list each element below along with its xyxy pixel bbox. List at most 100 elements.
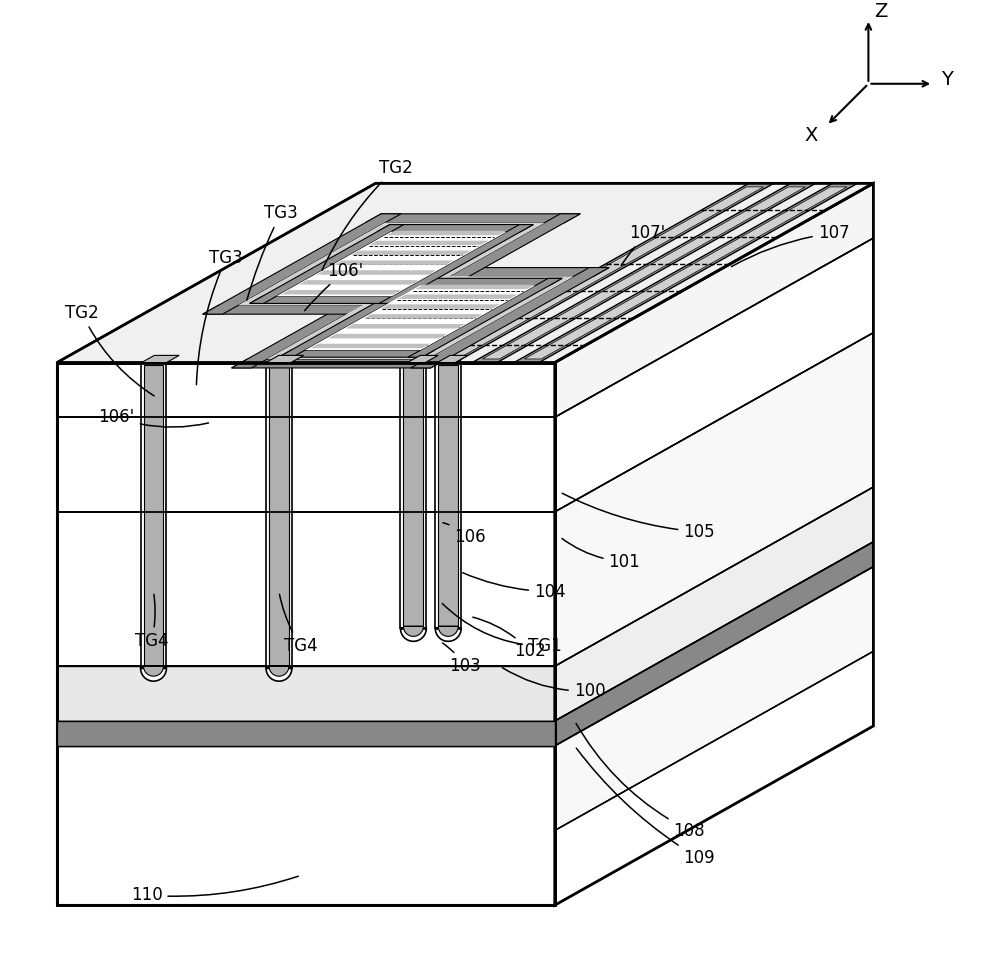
Polygon shape — [267, 357, 430, 359]
Polygon shape — [422, 278, 570, 357]
Polygon shape — [377, 224, 533, 232]
Text: 100: 100 — [502, 668, 605, 700]
Polygon shape — [411, 277, 573, 278]
Polygon shape — [416, 285, 535, 289]
Text: Y: Y — [941, 71, 953, 89]
Polygon shape — [317, 270, 436, 275]
Polygon shape — [555, 566, 873, 831]
Text: TG3: TG3 — [196, 249, 243, 385]
Polygon shape — [328, 334, 447, 338]
Polygon shape — [279, 278, 433, 357]
Polygon shape — [232, 267, 430, 368]
Text: 110: 110 — [131, 877, 298, 904]
Polygon shape — [57, 667, 555, 721]
Polygon shape — [363, 314, 482, 319]
Polygon shape — [57, 721, 555, 746]
Polygon shape — [345, 324, 465, 329]
Text: TG4: TG4 — [135, 594, 168, 650]
Polygon shape — [334, 261, 454, 265]
Polygon shape — [352, 250, 471, 255]
Polygon shape — [239, 304, 401, 306]
Text: 104: 104 — [463, 573, 566, 601]
Text: TG2: TG2 — [65, 304, 154, 396]
Polygon shape — [524, 187, 847, 359]
Polygon shape — [381, 305, 500, 308]
Polygon shape — [555, 238, 873, 512]
Polygon shape — [141, 363, 166, 668]
Polygon shape — [408, 278, 562, 357]
Polygon shape — [203, 306, 418, 314]
Polygon shape — [438, 626, 458, 636]
Polygon shape — [438, 365, 458, 626]
Polygon shape — [514, 183, 857, 363]
Polygon shape — [435, 363, 461, 628]
Polygon shape — [271, 278, 419, 357]
Polygon shape — [282, 290, 401, 294]
Text: 106: 106 — [443, 522, 486, 546]
Polygon shape — [555, 487, 873, 721]
Polygon shape — [403, 365, 423, 626]
Polygon shape — [406, 278, 562, 286]
Text: TG1: TG1 — [442, 604, 562, 655]
Polygon shape — [405, 354, 460, 363]
Text: 103: 103 — [443, 643, 481, 675]
Polygon shape — [555, 541, 873, 746]
Polygon shape — [57, 721, 555, 746]
Text: TG3: TG3 — [247, 204, 298, 300]
Text: 105: 105 — [562, 494, 715, 541]
Polygon shape — [555, 183, 873, 417]
Polygon shape — [472, 183, 816, 363]
Polygon shape — [144, 667, 163, 676]
Polygon shape — [142, 355, 179, 363]
Polygon shape — [269, 667, 289, 676]
Text: 108: 108 — [576, 724, 705, 839]
Polygon shape — [555, 651, 873, 905]
Polygon shape — [365, 214, 580, 223]
Polygon shape — [398, 294, 518, 299]
Polygon shape — [310, 344, 430, 349]
Polygon shape — [435, 628, 461, 642]
Text: 107: 107 — [731, 224, 849, 266]
Polygon shape — [400, 363, 426, 628]
Text: 107': 107' — [621, 224, 665, 265]
Text: TG2: TG2 — [322, 159, 412, 270]
Text: 106': 106' — [99, 409, 209, 427]
Polygon shape — [387, 231, 506, 235]
Text: Z: Z — [874, 2, 888, 21]
Polygon shape — [250, 296, 406, 304]
Polygon shape — [400, 628, 426, 642]
Polygon shape — [266, 363, 292, 668]
Polygon shape — [242, 224, 390, 304]
Polygon shape — [239, 223, 544, 306]
Text: X: X — [804, 126, 817, 145]
Polygon shape — [555, 332, 873, 667]
Polygon shape — [266, 668, 292, 681]
Text: TG4: TG4 — [279, 594, 318, 655]
Polygon shape — [482, 187, 805, 359]
Text: 106': 106' — [305, 262, 364, 310]
Polygon shape — [279, 350, 435, 357]
Polygon shape — [276, 232, 507, 296]
Polygon shape — [393, 224, 541, 304]
Polygon shape — [382, 214, 580, 314]
Polygon shape — [441, 187, 763, 359]
Polygon shape — [144, 365, 163, 667]
Polygon shape — [430, 183, 774, 363]
Polygon shape — [379, 224, 533, 304]
Polygon shape — [305, 286, 535, 350]
Text: 102: 102 — [473, 617, 546, 660]
Polygon shape — [57, 363, 555, 905]
Text: 101: 101 — [562, 539, 640, 571]
Polygon shape — [203, 214, 401, 314]
Polygon shape — [57, 183, 873, 363]
Polygon shape — [369, 241, 489, 245]
Polygon shape — [232, 359, 447, 368]
Polygon shape — [267, 277, 573, 359]
Polygon shape — [394, 267, 609, 277]
Polygon shape — [411, 267, 609, 368]
Polygon shape — [141, 668, 166, 681]
Polygon shape — [382, 223, 544, 224]
Polygon shape — [403, 626, 423, 636]
Polygon shape — [250, 224, 404, 304]
Polygon shape — [437, 355, 468, 363]
